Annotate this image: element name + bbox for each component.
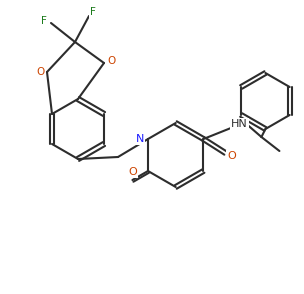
Text: O: O <box>227 151 236 161</box>
Text: F: F <box>41 16 47 26</box>
Text: O: O <box>36 67 44 77</box>
Text: O: O <box>128 167 137 177</box>
Text: HN: HN <box>231 119 248 129</box>
Text: N: N <box>136 134 144 144</box>
Text: O: O <box>107 56 115 66</box>
Text: F: F <box>90 7 96 17</box>
